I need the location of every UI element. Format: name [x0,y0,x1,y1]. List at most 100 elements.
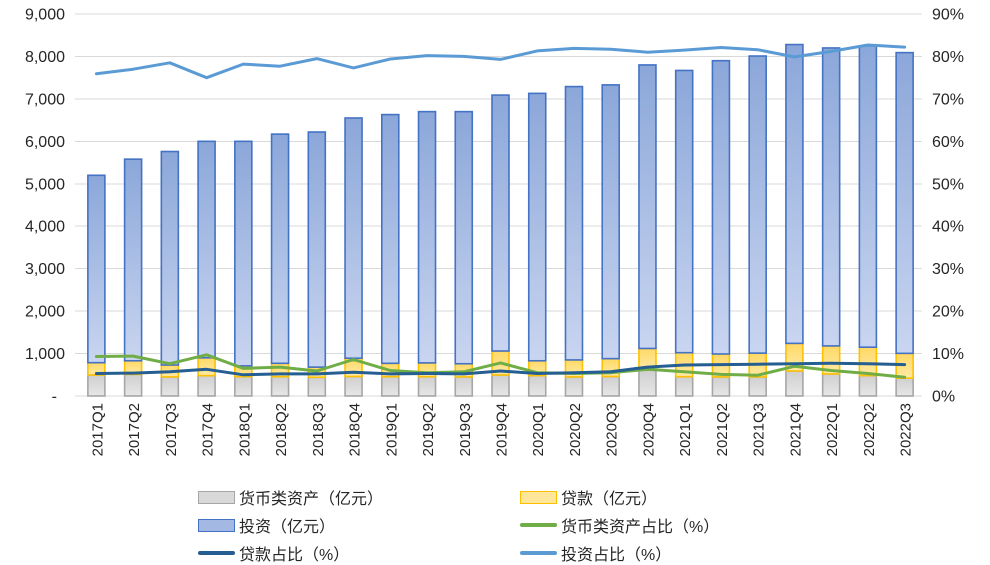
left-axis-tick-label: 3,000 [25,261,65,278]
legend-swatch-monetary-assets [198,490,235,504]
left-axis-tick-label: 2,000 [25,304,65,321]
bar-segment-monetary-assets [123,373,143,397]
right-axis-tick-label: 10% [932,346,964,363]
legend-swatch-investment [198,518,235,532]
x-axis-category-label: 2018Q1 [236,403,253,456]
bar-segment-loans [197,356,216,377]
bar-segment-monetary-assets [270,375,290,397]
legend-label-loans: 贷款（亿元） [561,491,658,508]
legend-label-monetary-assets-ratio: 货币类资产占比（%） [561,519,720,536]
bar-segment-monetary-assets [454,376,474,397]
bar-segment-monetary-assets [527,374,547,397]
bar-segment-investment [638,64,657,350]
x-axis-category-label: 2021Q2 [714,403,731,456]
bar-segment-monetary-assets [307,376,327,397]
legend-swatch-loans [520,490,557,504]
right-axis-tick-label: 90% [932,7,964,24]
bar-segment-monetary-assets [344,375,363,397]
bar-segment-investment [821,47,841,347]
bar-segment-investment [234,140,253,367]
line-loan-ratio [94,361,907,377]
legend-swatch-loan-ratio [198,551,235,555]
right-axis-tick-label: 80% [932,49,964,66]
bar-segment-monetary-assets [87,374,106,397]
x-axis-category-label: 2021Q1 [677,403,694,456]
x-axis-category-label: 2017Q1 [89,403,106,456]
bar-segment-monetary-assets [380,375,400,397]
x-axis-category-label: 2021Q4 [787,403,804,456]
legend-item-loans: 贷款（亿元） [520,486,657,508]
bar-segment-monetary-assets [601,375,621,397]
line-investment-ratio [94,43,907,80]
left-axis-tick-label: 6,000 [25,134,65,151]
bar-segment-investment [197,140,216,359]
bar-segment-monetary-assets [674,375,694,397]
left-axis-tick-label: 9,000 [25,7,65,24]
bar-segment-investment [858,45,878,348]
x-axis-category-label: 2017Q4 [200,403,217,456]
bar-segment-investment [454,110,474,365]
left-axis-tick-label: 8,000 [25,49,65,66]
left-axis-tick-label: 1,000 [25,346,65,363]
legend-label-investment-ratio: 投资占比（%） [561,547,672,564]
right-axis-tick-label: 30% [932,261,964,278]
legend-item-monetary-assets-ratio: 货币类资产占比（%） [520,514,719,536]
legend-item-investment-ratio: 投资占比（%） [520,542,671,564]
x-axis-category-label: 2019Q1 [383,403,400,456]
x-axis-category-label: 2022Q2 [861,403,878,456]
x-axis-category-label: 2022Q1 [824,403,841,456]
plot-area: 9,000 8,000 7,000 6,000 5,000 4,000 3,000 2,000… [25,7,964,457]
bar-segment-investment [895,51,914,355]
x-axis-category-label: 2022Q3 [898,403,915,456]
bar-segment-investment [527,92,547,362]
legend-label-loan-ratio: 贷款占比（%） [239,547,350,564]
left-axis-tick-label: 5,000 [25,176,65,193]
right-axis-tick-label: 40% [932,219,964,236]
right-axis-tick-label: 20% [932,304,964,321]
line-monetary-assets-ratio [94,353,907,379]
bar-segment-monetary-assets [234,375,253,397]
bar-segment-investment [160,150,180,366]
x-axis-category-label: 2020Q2 [567,403,584,456]
left-axis-tick-label: 7,000 [25,91,65,108]
bar-segment-monetary-assets [785,370,804,397]
legend-item-investment: 投资（亿元） [198,514,335,536]
legend-label-monetary-assets: 货币类资产（亿元） [239,491,384,508]
bar-segment-monetary-assets [638,369,657,397]
x-axis-category-label: 2018Q2 [273,403,290,456]
bar-segment-monetary-assets [748,376,767,397]
legend-label-investment: 投资（亿元） [239,519,336,536]
right-axis-tick-label: 70% [932,91,964,108]
bar-segment-monetary-assets [821,373,841,397]
bar-segment-investment [123,158,143,362]
legend-item-loan-ratio: 贷款占比（%） [198,542,349,564]
legend-item-monetary-assets: 货币类资产（亿元） [198,486,383,508]
x-axis-category-label: 2019Q3 [457,403,474,456]
x-axis-category-label: 2020Q1 [530,403,547,456]
bar-segment-investment [87,174,106,364]
legend-swatch-monetary-assets-ratio [520,523,557,527]
x-axis-category-label: 2018Q4 [347,403,364,456]
legend-swatch-investment-ratio [520,551,557,555]
x-axis-category-label: 2020Q3 [604,403,621,456]
bar-segment-monetary-assets [858,374,878,397]
x-axis-category-label: 2017Q3 [163,403,180,456]
bar-segment-monetary-assets [711,376,731,397]
bar-segment-monetary-assets [564,376,584,397]
bar-segment-monetary-assets [491,374,510,397]
bar-segment-investment [270,133,290,365]
x-axis-category-label: 2019Q4 [494,403,511,456]
bar-segment-investment [674,69,694,354]
bar-segment-monetary-assets [160,376,180,397]
bar-segment-investment [344,117,363,360]
bar-segment-investment [491,94,510,352]
bar-segment-investment [601,84,621,360]
bar-segment-investment [307,131,327,368]
bar-segment-investment [417,110,437,364]
right-axis-tick-label: 60% [932,134,964,151]
right-axis-tick-label: 0% [932,389,955,406]
bar-segment-investment [380,113,400,365]
left-axis-tick-label: - [52,389,57,406]
bar-segment-investment [785,43,804,345]
